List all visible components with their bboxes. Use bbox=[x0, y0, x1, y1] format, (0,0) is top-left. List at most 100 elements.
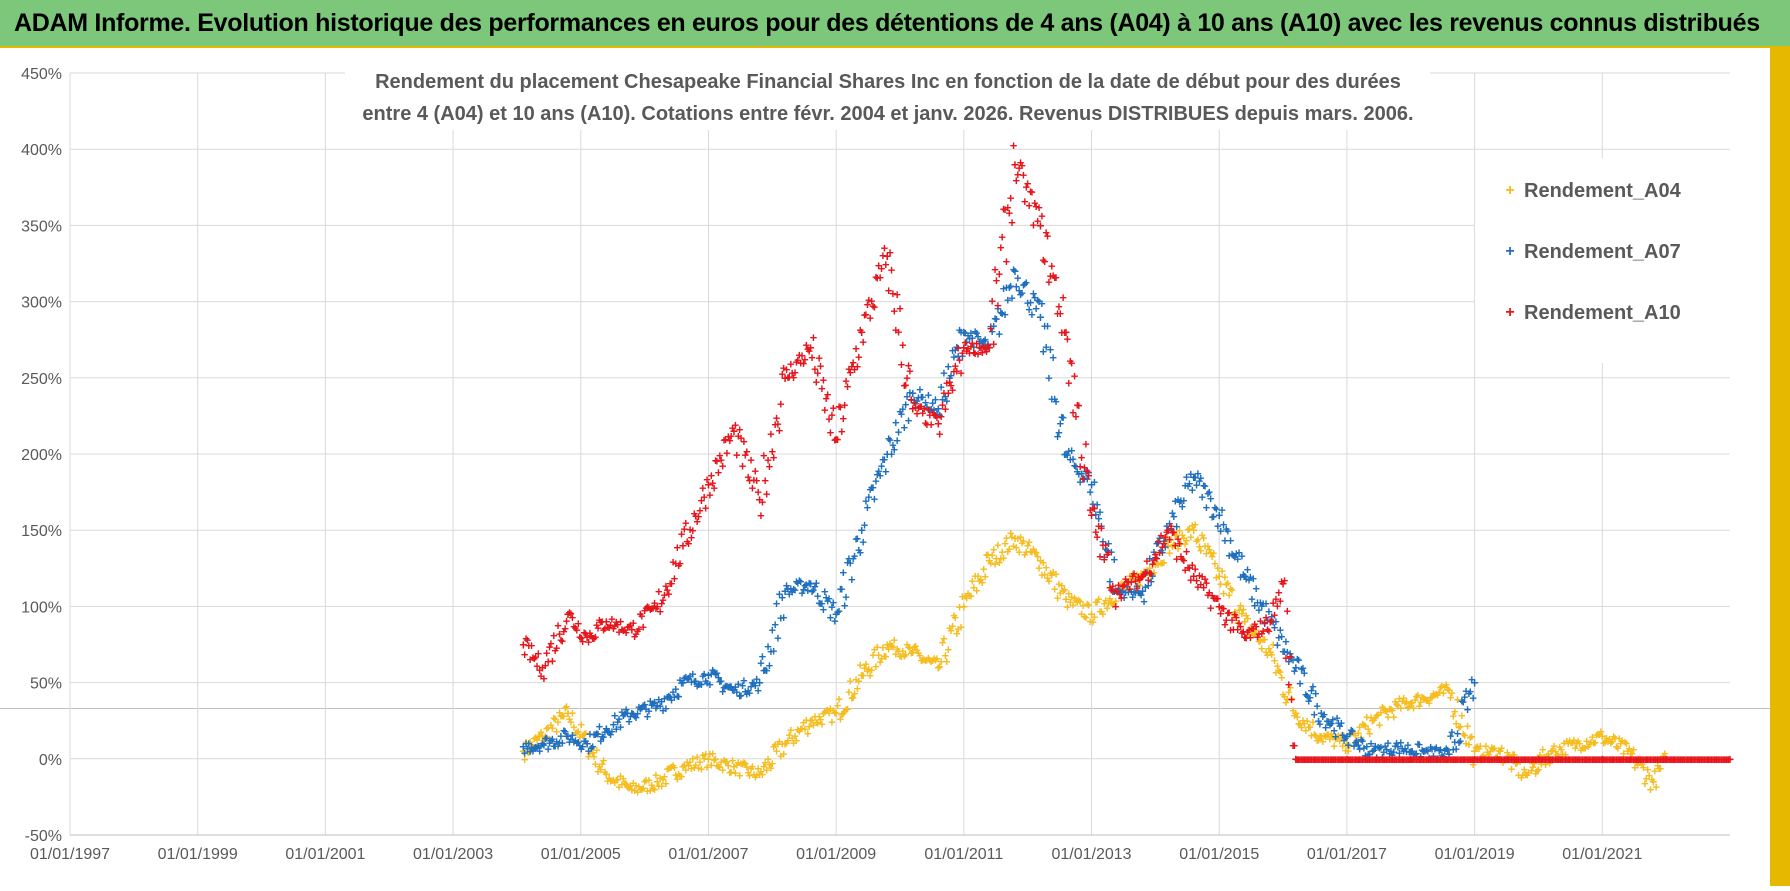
data-point: + bbox=[1336, 752, 1344, 767]
data-point: + bbox=[1641, 752, 1649, 767]
data-point: + bbox=[834, 432, 842, 447]
data-point: + bbox=[653, 774, 661, 790]
legend-marker: + bbox=[1505, 304, 1514, 321]
data-point: + bbox=[1325, 714, 1333, 729]
data-point: + bbox=[1440, 752, 1448, 767]
data-point: + bbox=[1197, 470, 1205, 485]
data-point: + bbox=[743, 687, 751, 702]
data-point: + bbox=[1357, 752, 1365, 767]
data-point: + bbox=[1590, 735, 1598, 750]
data-point: + bbox=[1408, 743, 1416, 758]
data-point: + bbox=[1494, 752, 1502, 767]
data-point: + bbox=[708, 757, 716, 772]
y-tick-label: 50% bbox=[30, 676, 62, 693]
data-point: + bbox=[1041, 254, 1049, 269]
data-point: + bbox=[1512, 756, 1520, 771]
data-point: + bbox=[794, 576, 802, 591]
data-point: + bbox=[903, 389, 911, 404]
data-point: + bbox=[1206, 585, 1214, 600]
data-point: + bbox=[1126, 582, 1134, 597]
data-point: + bbox=[638, 608, 646, 623]
data-point: + bbox=[1433, 752, 1441, 767]
data-point: + bbox=[1130, 566, 1138, 581]
data-point: + bbox=[1522, 752, 1530, 767]
x-tick-label: 01/01/2003 bbox=[413, 846, 493, 863]
data-point: + bbox=[597, 733, 605, 748]
data-point: + bbox=[868, 662, 876, 677]
data-point: + bbox=[1274, 637, 1282, 652]
data-point: + bbox=[1108, 545, 1116, 560]
data-point: + bbox=[546, 639, 554, 654]
data-point: + bbox=[712, 667, 720, 682]
data-point: + bbox=[686, 669, 694, 684]
data-point: + bbox=[1224, 575, 1232, 590]
data-point: + bbox=[1511, 752, 1519, 767]
data-point: + bbox=[681, 671, 689, 686]
data-point: + bbox=[661, 691, 669, 706]
data-point: + bbox=[751, 770, 759, 785]
data-point: + bbox=[1042, 340, 1050, 355]
data-point: + bbox=[585, 749, 593, 764]
data-point: + bbox=[1594, 752, 1602, 767]
chart-title-line1: Rendement du placement Chesapeake Financ… bbox=[375, 71, 1401, 93]
data-point: + bbox=[791, 582, 799, 597]
data-point: + bbox=[1048, 258, 1056, 273]
data-point: + bbox=[1310, 752, 1318, 767]
data-point: + bbox=[874, 640, 882, 655]
data-point: + bbox=[713, 665, 721, 680]
data-point: + bbox=[786, 370, 794, 385]
data-point: + bbox=[737, 756, 745, 771]
data-point: + bbox=[912, 396, 920, 411]
data-point: + bbox=[1498, 740, 1506, 755]
data-point: + bbox=[620, 623, 628, 638]
data-point: + bbox=[1342, 743, 1350, 758]
data-point: + bbox=[1364, 752, 1372, 767]
data-point: + bbox=[828, 599, 836, 614]
data-point: + bbox=[1118, 585, 1126, 600]
data-point: + bbox=[1511, 747, 1519, 762]
data-point: + bbox=[575, 724, 583, 739]
data-point: + bbox=[1074, 464, 1082, 479]
data-point: + bbox=[1668, 752, 1676, 767]
data-point: + bbox=[970, 340, 978, 355]
data-point: + bbox=[1593, 727, 1601, 742]
data-point: + bbox=[891, 632, 899, 647]
data-point: + bbox=[1064, 448, 1072, 463]
data-point: + bbox=[1381, 703, 1389, 718]
data-point: + bbox=[1078, 607, 1086, 622]
data-point: + bbox=[1306, 690, 1314, 705]
data-point: + bbox=[1062, 591, 1070, 607]
data-point: + bbox=[1169, 525, 1177, 540]
data-point: + bbox=[1559, 752, 1567, 767]
data-point: + bbox=[1240, 567, 1248, 582]
data-point: + bbox=[964, 328, 972, 343]
data-point: + bbox=[1640, 752, 1648, 767]
data-point: + bbox=[1252, 619, 1260, 634]
data-point: + bbox=[1664, 752, 1672, 767]
data-point: + bbox=[1624, 743, 1632, 759]
data-point: + bbox=[925, 651, 933, 666]
data-point: + bbox=[668, 576, 676, 591]
data-point: + bbox=[922, 653, 930, 668]
data-point: + bbox=[801, 722, 809, 737]
data-point: + bbox=[1096, 504, 1104, 519]
data-point: + bbox=[778, 366, 786, 381]
data-point: + bbox=[1167, 521, 1175, 536]
data-point: + bbox=[929, 653, 937, 668]
data-point: + bbox=[1479, 752, 1487, 767]
data-point: + bbox=[1085, 465, 1093, 480]
data-point: + bbox=[974, 329, 982, 344]
data-point: + bbox=[585, 634, 593, 649]
data-point: + bbox=[942, 402, 950, 417]
data-point: + bbox=[988, 547, 996, 562]
data-point: + bbox=[1049, 268, 1057, 283]
data-point: + bbox=[628, 781, 636, 797]
data-point: + bbox=[889, 639, 897, 654]
data-point: + bbox=[1171, 538, 1179, 553]
data-point: + bbox=[1184, 560, 1192, 575]
data-point: + bbox=[649, 600, 657, 615]
data-point: + bbox=[1425, 752, 1433, 767]
data-point: + bbox=[821, 584, 829, 599]
data-point: + bbox=[1115, 581, 1123, 596]
data-point: + bbox=[1052, 394, 1060, 409]
